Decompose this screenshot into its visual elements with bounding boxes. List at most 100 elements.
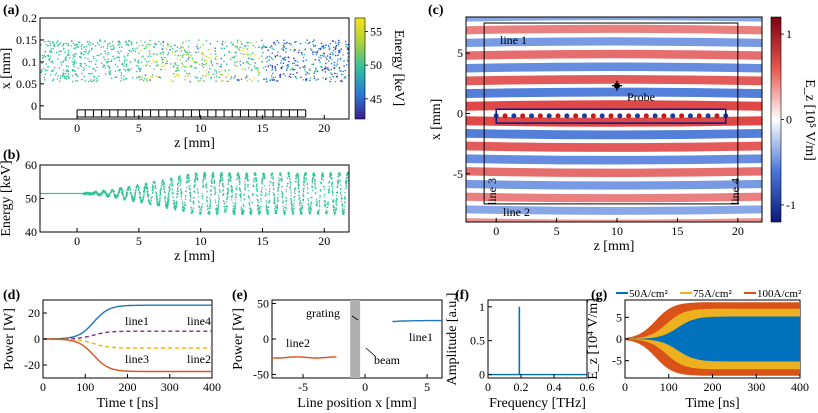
electron-point bbox=[313, 51, 315, 53]
electron-point bbox=[114, 76, 116, 78]
d-line1-label: line1 bbox=[125, 314, 149, 328]
energy-point bbox=[303, 182, 305, 184]
electron-point bbox=[74, 47, 77, 49]
electron-point bbox=[294, 59, 296, 62]
electron-point bbox=[179, 44, 182, 47]
y-axis-label: Energy [keV] bbox=[0, 160, 14, 236]
beam-pointer bbox=[365, 347, 376, 357]
energy-point bbox=[241, 213, 244, 215]
energy-point bbox=[162, 181, 164, 183]
electron-point bbox=[290, 76, 292, 79]
electron-point bbox=[60, 50, 63, 52]
electron-point bbox=[310, 49, 313, 51]
energy-point bbox=[256, 204, 259, 206]
x-tick-label: 0 bbox=[362, 380, 368, 394]
electron-point bbox=[62, 44, 64, 47]
electron-point bbox=[270, 56, 273, 59]
electron-point bbox=[309, 69, 311, 71]
x-tick-label: 100 bbox=[76, 380, 94, 394]
electron-point bbox=[278, 42, 280, 44]
electron-point bbox=[341, 73, 343, 76]
panel-e-label: (e) bbox=[232, 288, 248, 303]
electron-point bbox=[52, 41, 55, 43]
energy-point bbox=[190, 197, 192, 199]
electron-point bbox=[80, 51, 82, 54]
panel-b-frame bbox=[39, 164, 350, 233]
integration-box bbox=[483, 22, 739, 205]
energy-point bbox=[302, 191, 305, 193]
series-line1 bbox=[42, 304, 212, 340]
energy-point bbox=[215, 210, 218, 212]
electron-point bbox=[98, 54, 100, 57]
electron-point bbox=[139, 79, 141, 81]
electron-point bbox=[224, 41, 227, 44]
energy-point bbox=[265, 202, 268, 204]
x-tick-label: 0 bbox=[74, 234, 80, 248]
energy-point bbox=[240, 206, 243, 208]
electron-point bbox=[161, 58, 164, 61]
energy-point bbox=[168, 201, 170, 203]
energy-point bbox=[221, 179, 224, 182]
energy-point bbox=[184, 207, 186, 210]
energy-point bbox=[282, 201, 285, 203]
energy-point bbox=[164, 195, 166, 197]
electron-point bbox=[214, 47, 216, 49]
grating-field-spot bbox=[529, 113, 535, 119]
energy-point bbox=[244, 180, 246, 183]
y-tick-label: 0 bbox=[457, 106, 463, 120]
electron-point bbox=[139, 76, 141, 78]
electron-point bbox=[302, 60, 304, 62]
energy-point bbox=[91, 193, 93, 195]
electron-point bbox=[113, 57, 116, 60]
energy-point bbox=[234, 206, 236, 208]
energy-point bbox=[89, 192, 91, 194]
electron-point bbox=[145, 78, 148, 80]
energy-point bbox=[204, 177, 206, 179]
electron-point bbox=[52, 78, 55, 80]
energy-point bbox=[246, 176, 248, 179]
x-tick-label: 5 bbox=[424, 380, 430, 394]
electron-point bbox=[346, 48, 349, 50]
electron-point bbox=[82, 69, 85, 71]
energy-point bbox=[293, 199, 295, 201]
electron-point bbox=[242, 53, 245, 56]
energy-point bbox=[311, 186, 313, 189]
electron-point bbox=[49, 51, 51, 53]
electron-point bbox=[268, 55, 271, 58]
energy-point bbox=[316, 202, 318, 204]
electron-point bbox=[155, 59, 158, 62]
electron-point bbox=[71, 74, 74, 77]
energy-point bbox=[245, 174, 247, 176]
electron-point bbox=[250, 42, 252, 44]
energy-point bbox=[272, 192, 275, 194]
energy-point bbox=[246, 179, 249, 181]
electron-point bbox=[210, 60, 213, 62]
energy-point bbox=[333, 201, 335, 203]
electron-point bbox=[130, 50, 132, 53]
energy-point bbox=[171, 179, 173, 182]
electron-point bbox=[145, 45, 147, 48]
energy-point bbox=[247, 189, 249, 192]
electron-point bbox=[246, 42, 248, 44]
electron-point bbox=[230, 58, 232, 61]
electron-point bbox=[262, 44, 265, 46]
energy-point bbox=[310, 197, 312, 199]
energy-point bbox=[182, 205, 184, 208]
electron-point bbox=[322, 68, 324, 71]
x-axis-label: z [mm] bbox=[174, 249, 215, 264]
energy-point bbox=[321, 173, 324, 176]
energy-point bbox=[275, 212, 278, 215]
electron-point bbox=[124, 70, 127, 72]
electron-point bbox=[329, 42, 332, 45]
electron-point bbox=[91, 47, 93, 50]
electron-point bbox=[338, 51, 340, 54]
energy-point bbox=[154, 186, 157, 188]
electron-point bbox=[118, 69, 121, 72]
electron-point bbox=[283, 39, 285, 42]
energy-point bbox=[87, 192, 90, 194]
electron-point bbox=[339, 49, 341, 52]
energy-point bbox=[293, 207, 295, 209]
energy-point bbox=[346, 172, 349, 174]
energy-point bbox=[226, 194, 228, 196]
